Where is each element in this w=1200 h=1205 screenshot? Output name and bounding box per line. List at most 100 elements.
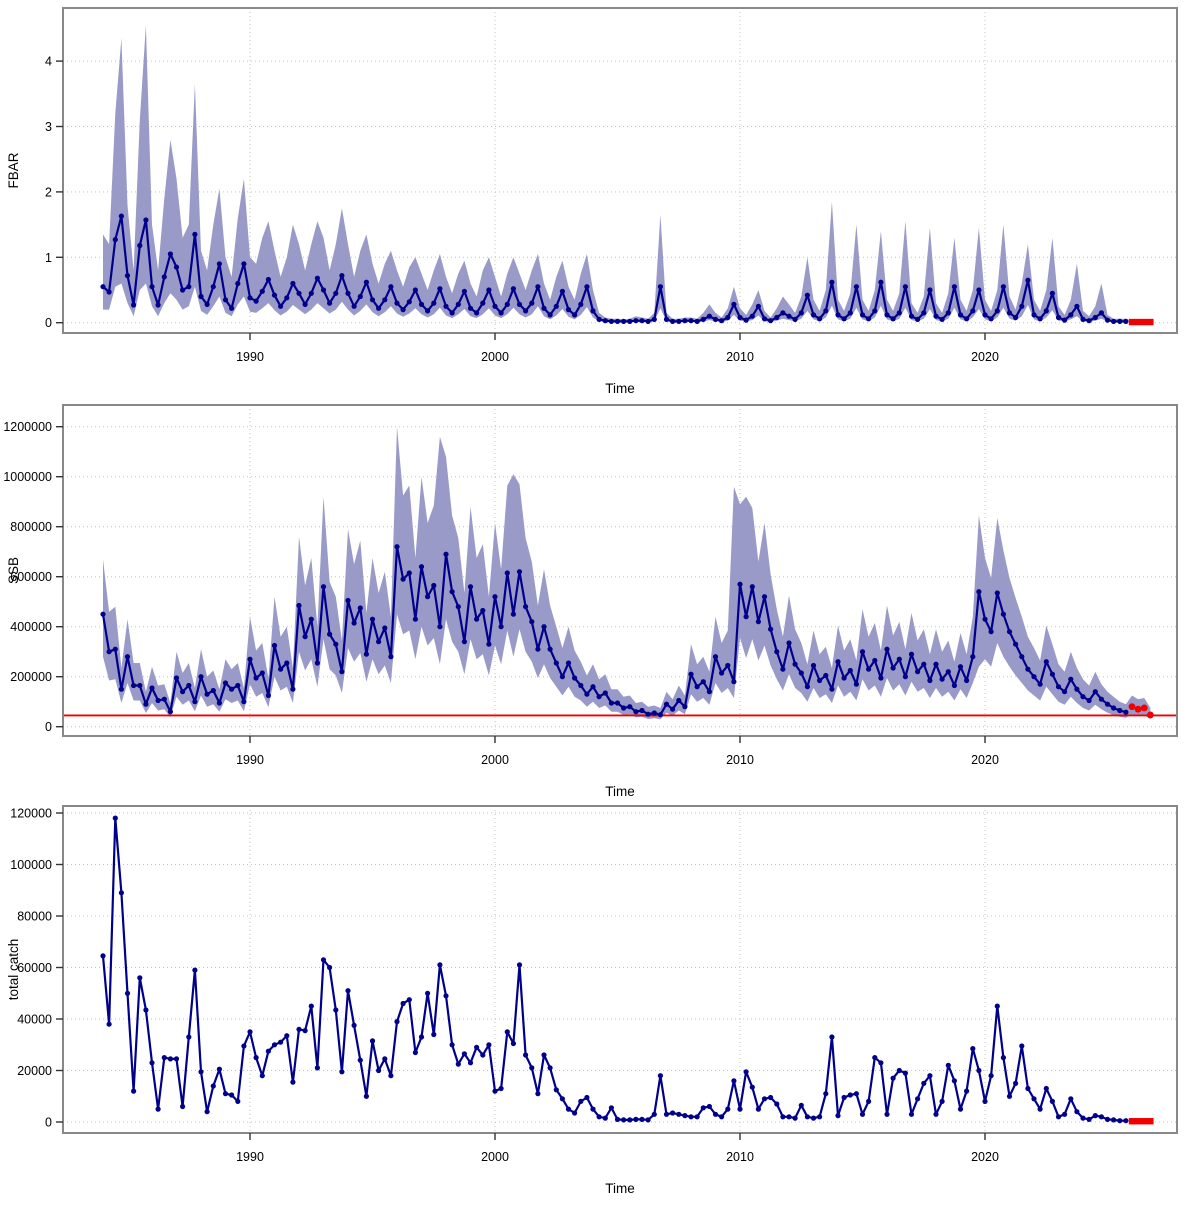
ssb-data-point [369,616,376,622]
total-catch-data-point [749,1084,755,1090]
total-catch-data-point [670,1110,676,1116]
fbar-data-point [682,318,688,324]
ssb-data-point [633,709,639,715]
ssb-data-point [173,675,180,681]
ssb-forecast-point [1128,703,1136,711]
total-catch-data-point [173,1056,180,1062]
total-catch-data-point [651,1111,657,1117]
ssb-data-point [357,605,363,611]
ssb-data-point [229,686,235,692]
total-catch-data-point [431,1031,437,1038]
total-catch-x-axis-title: Time [605,1181,635,1196]
total-catch-data-point [817,1114,823,1120]
ssb-data-point [933,661,939,667]
total-catch-data-point [418,1034,425,1040]
ssb-data-point [939,676,945,682]
total-catch-y-tick-label: 20000 [17,1064,52,1078]
total-catch-data-point [376,1067,382,1074]
total-catch-data-point [798,1102,804,1108]
fbar-data-point [149,284,155,290]
total-catch-data-point [388,1073,394,1079]
fbar-data-point [302,301,308,307]
total-catch-data-point [400,1000,406,1007]
fbar-data-point [847,310,853,316]
ssb-data-point [621,705,627,711]
fbar-data-point [1123,318,1129,324]
ssb-x-tick-label: 2020 [971,753,999,767]
fbar-data-point [474,310,480,316]
fbar-data-point [382,297,388,303]
ssb-data-point [1123,709,1129,715]
ssb-data-point [253,675,259,681]
fbar-data-point [584,284,590,290]
fbar-data-point [1013,314,1019,321]
total-catch-data-point [657,1073,664,1079]
ssb-data-point [345,597,351,604]
total-catch-data-point [676,1111,682,1117]
ssb-data-point [155,697,161,704]
fbar-data-point [369,297,376,303]
ssb-data-point [651,710,657,716]
ssb-data-point [327,631,333,637]
total-catch-data-point [100,953,106,959]
ssb-data-point [112,646,118,652]
fbar-data-point [449,310,455,316]
fbar-data-point [872,308,878,314]
fbar-data-point [884,312,890,318]
ssb-data-point [951,682,958,689]
ssb-data-point [927,677,933,684]
total-catch-data-point [1025,1085,1031,1092]
ssb-data-point [578,682,584,689]
ssb-data-point [510,611,516,617]
total-catch-data-point [780,1114,786,1120]
ssb-data-point [247,656,253,662]
fbar-data-point [878,279,884,285]
total-catch-data-point [425,990,431,996]
total-catch-data-point [1062,1111,1068,1117]
ssb-data-point [694,684,700,690]
total-catch-data-point [308,1003,314,1009]
ssb-data-point [835,659,841,665]
total-catch-data-point [1111,1117,1117,1123]
total-catch-data-point [216,1066,222,1072]
ssb-data-point [131,682,137,689]
fbar-data-point [670,318,676,324]
fbar-data-point [431,300,437,306]
total-catch-data-point [982,1098,988,1104]
ssb-data-point [712,654,719,660]
total-catch-data-point [712,1111,719,1117]
total-catch-data-point [933,1111,939,1117]
fbar-data-point [780,310,786,316]
ssb-data-point [167,709,173,715]
ssb-data-point [363,651,369,657]
ssb-data-point [388,654,394,660]
fbar-data-point [694,318,700,324]
ssb-data-point [351,620,357,626]
fbar-forecast-point [1128,318,1136,326]
total-catch-data-point [823,1091,829,1097]
total-catch-data-point [186,1034,192,1040]
fbar-data-point [161,274,167,280]
total-catch-data-point [235,1098,241,1104]
total-catch-data-point [719,1114,725,1120]
fbar-data-point [388,284,394,290]
fbar-data-point [908,313,915,319]
total-catch-data-point [896,1067,902,1074]
ssb-data-point [964,677,970,684]
total-catch-data-point [124,990,131,996]
ssb-data-point [425,594,431,600]
total-catch-data-point [768,1094,774,1101]
fbar-data-point [804,292,811,298]
total-catch-data-point [859,1111,866,1117]
ssb-data-point [474,616,480,622]
ssb-data-point [400,576,406,582]
fbar-data-point [1037,316,1043,322]
fbar-data-point [565,307,572,313]
fbar-y-tick-label: 4 [45,55,52,69]
ssb-data-point [786,640,792,646]
ssb-data-point [547,646,553,652]
fbar-data-point [927,287,933,293]
fbar-data-point [1074,303,1080,309]
total-catch-data-point [1000,1055,1007,1061]
ssb-data-point [682,704,688,710]
